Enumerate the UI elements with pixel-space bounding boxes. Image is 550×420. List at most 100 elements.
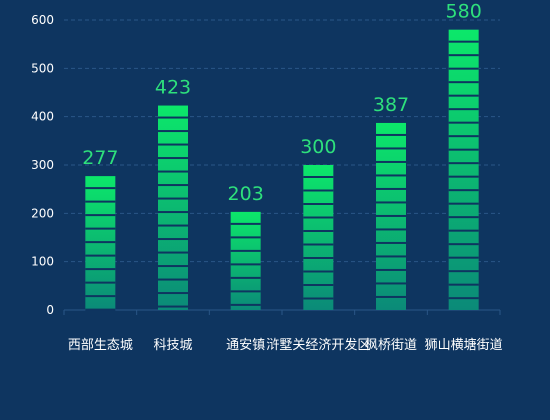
bar-segment-gap bbox=[376, 147, 406, 150]
bar-segment-gap bbox=[230, 303, 261, 306]
bar-segment-gap bbox=[303, 284, 334, 286]
bar-segment-gap bbox=[448, 148, 479, 151]
bar-segment-gap bbox=[448, 81, 479, 84]
bar-segment-gap bbox=[230, 236, 261, 239]
bar-segment-gap bbox=[303, 270, 334, 273]
bar-fill bbox=[303, 165, 334, 310]
x-tick-label: 科技城 bbox=[153, 338, 192, 353]
y-tick-label: 600 bbox=[31, 13, 54, 27]
bar-segment-gap bbox=[85, 200, 116, 203]
bar-segment-gap bbox=[448, 216, 479, 219]
bar-segment-gap bbox=[230, 276, 261, 279]
bar-segment-gap bbox=[85, 281, 116, 284]
bar[interactable] bbox=[230, 211, 261, 310]
bar-segment-gap bbox=[85, 254, 116, 257]
bar-segment-gap bbox=[376, 295, 406, 298]
bar-segment-gap bbox=[158, 197, 188, 200]
bar-value-label: 423 bbox=[155, 77, 191, 99]
bar[interactable] bbox=[376, 122, 406, 310]
bar-segment-gap bbox=[85, 308, 116, 311]
bar-segment-gap bbox=[448, 121, 479, 124]
bar-segment-gap bbox=[158, 278, 188, 281]
y-tick-label: 500 bbox=[31, 61, 54, 75]
bar-segment-gap bbox=[376, 214, 406, 217]
bar-segment-gap bbox=[303, 230, 334, 232]
bar-segment-gap bbox=[448, 40, 479, 43]
bar-segment-gap bbox=[376, 282, 406, 285]
y-tick-label: 300 bbox=[31, 158, 54, 172]
bar-segment-gap bbox=[85, 241, 116, 244]
bar-segment-gap bbox=[448, 175, 479, 178]
bar-segment-gap bbox=[448, 54, 479, 57]
bar[interactable] bbox=[85, 176, 116, 311]
bar-segment-gap bbox=[230, 249, 261, 252]
bar-segment-gap bbox=[158, 251, 188, 254]
bar-segment-gap bbox=[448, 256, 479, 259]
bar-segment-gap bbox=[448, 67, 479, 70]
bar-segment-gap bbox=[448, 229, 479, 232]
bar-segment-gap bbox=[448, 270, 479, 273]
bar-segment-gap bbox=[158, 305, 188, 308]
bar-segment-gap bbox=[303, 189, 334, 192]
y-tick-label: 0 bbox=[46, 303, 54, 317]
bar-segment-gap bbox=[158, 211, 188, 214]
bar-segment-gap bbox=[85, 214, 116, 217]
bar-segment-gap bbox=[230, 263, 261, 266]
bar-value-label: 300 bbox=[300, 136, 336, 158]
bar-segment-gap bbox=[448, 297, 479, 300]
bar-segment-gap bbox=[85, 268, 116, 271]
bar-value-label: 277 bbox=[82, 147, 118, 169]
bar-segment-gap bbox=[303, 176, 334, 178]
bar-fill bbox=[158, 105, 188, 310]
bar-fill bbox=[230, 211, 261, 310]
bar-segment-gap bbox=[448, 283, 479, 286]
bar-segment-gap bbox=[376, 268, 406, 271]
bar-segment-gap bbox=[303, 297, 334, 300]
bar-segment-gap bbox=[448, 189, 479, 192]
bar-segment-gap bbox=[158, 292, 188, 295]
bar-segment-gap bbox=[158, 130, 188, 133]
bar-value-label: 203 bbox=[228, 183, 264, 205]
bar-segment-gap bbox=[376, 241, 406, 244]
bar-segment-gap bbox=[376, 228, 406, 231]
bar-segment-gap bbox=[230, 222, 261, 225]
bar-segment-gap bbox=[376, 133, 406, 136]
bar-segment-gap bbox=[376, 187, 406, 190]
bar-value-label: 580 bbox=[446, 1, 482, 23]
grid-lines bbox=[63, 19, 501, 315]
bar-segment-gap bbox=[158, 265, 188, 268]
bar-segment-gap bbox=[448, 162, 479, 165]
bar-segment-gap bbox=[158, 238, 188, 241]
bar-segment-gap bbox=[376, 160, 406, 163]
bar[interactable] bbox=[158, 105, 188, 310]
bar-segment-gap bbox=[303, 243, 334, 246]
bar-segment-gap bbox=[158, 116, 188, 119]
bar-segment-gap bbox=[376, 174, 406, 177]
bar-segment-gap bbox=[230, 290, 261, 293]
bar-segment-gap bbox=[158, 170, 188, 173]
x-tick-label: 通安镇 bbox=[226, 338, 265, 353]
x-tick-label: 浒墅关经济开发区 bbox=[266, 337, 370, 353]
y-tick-label: 100 bbox=[31, 255, 54, 269]
bar-segment-gap bbox=[303, 257, 334, 259]
bar-segment-gap bbox=[158, 157, 188, 160]
bar-segment-gap bbox=[448, 202, 479, 205]
bar-segment-gap bbox=[85, 295, 116, 298]
bars bbox=[85, 29, 479, 311]
bar-segment-gap bbox=[448, 243, 479, 246]
bar[interactable] bbox=[448, 29, 479, 311]
bar-segment-gap bbox=[158, 184, 188, 187]
x-tick-label: 西部生态城 bbox=[68, 338, 133, 353]
bar[interactable] bbox=[303, 165, 334, 310]
bar-segment-gap bbox=[303, 203, 334, 205]
bar-segment-gap bbox=[376, 201, 406, 204]
x-tick-label: 枫桥街道 bbox=[365, 338, 417, 353]
y-tick-label: 400 bbox=[31, 110, 54, 124]
bar-segment-gap bbox=[158, 143, 188, 146]
x-tick-label: 狮山横塘街道 bbox=[425, 337, 503, 353]
y-axis-ticks: 0 100 200 300 400 500 600 bbox=[31, 13, 54, 317]
bar-segment-gap bbox=[448, 94, 479, 97]
bar-segment-gap bbox=[448, 108, 479, 111]
